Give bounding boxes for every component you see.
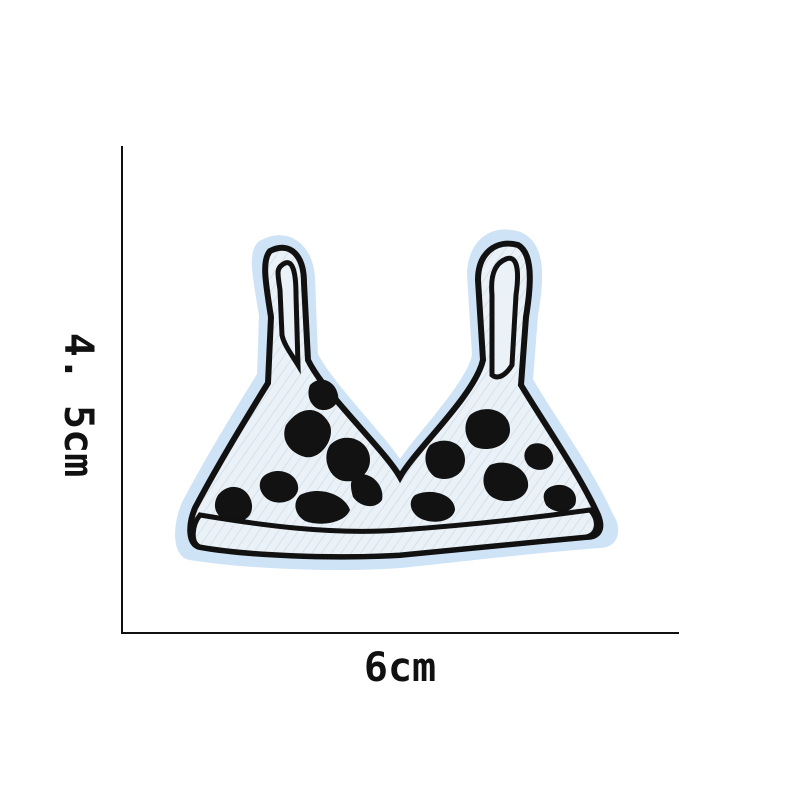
height-dimension-line (121, 146, 123, 634)
bralette-patch-icon (175, 229, 619, 570)
right-strap-loop (489, 255, 521, 380)
width-label: 6cm (363, 645, 437, 691)
width-dimension-line (121, 632, 679, 634)
height-label: 4. 5cm (55, 332, 101, 478)
left-strap-loop (275, 260, 301, 375)
patch-band (190, 507, 599, 560)
